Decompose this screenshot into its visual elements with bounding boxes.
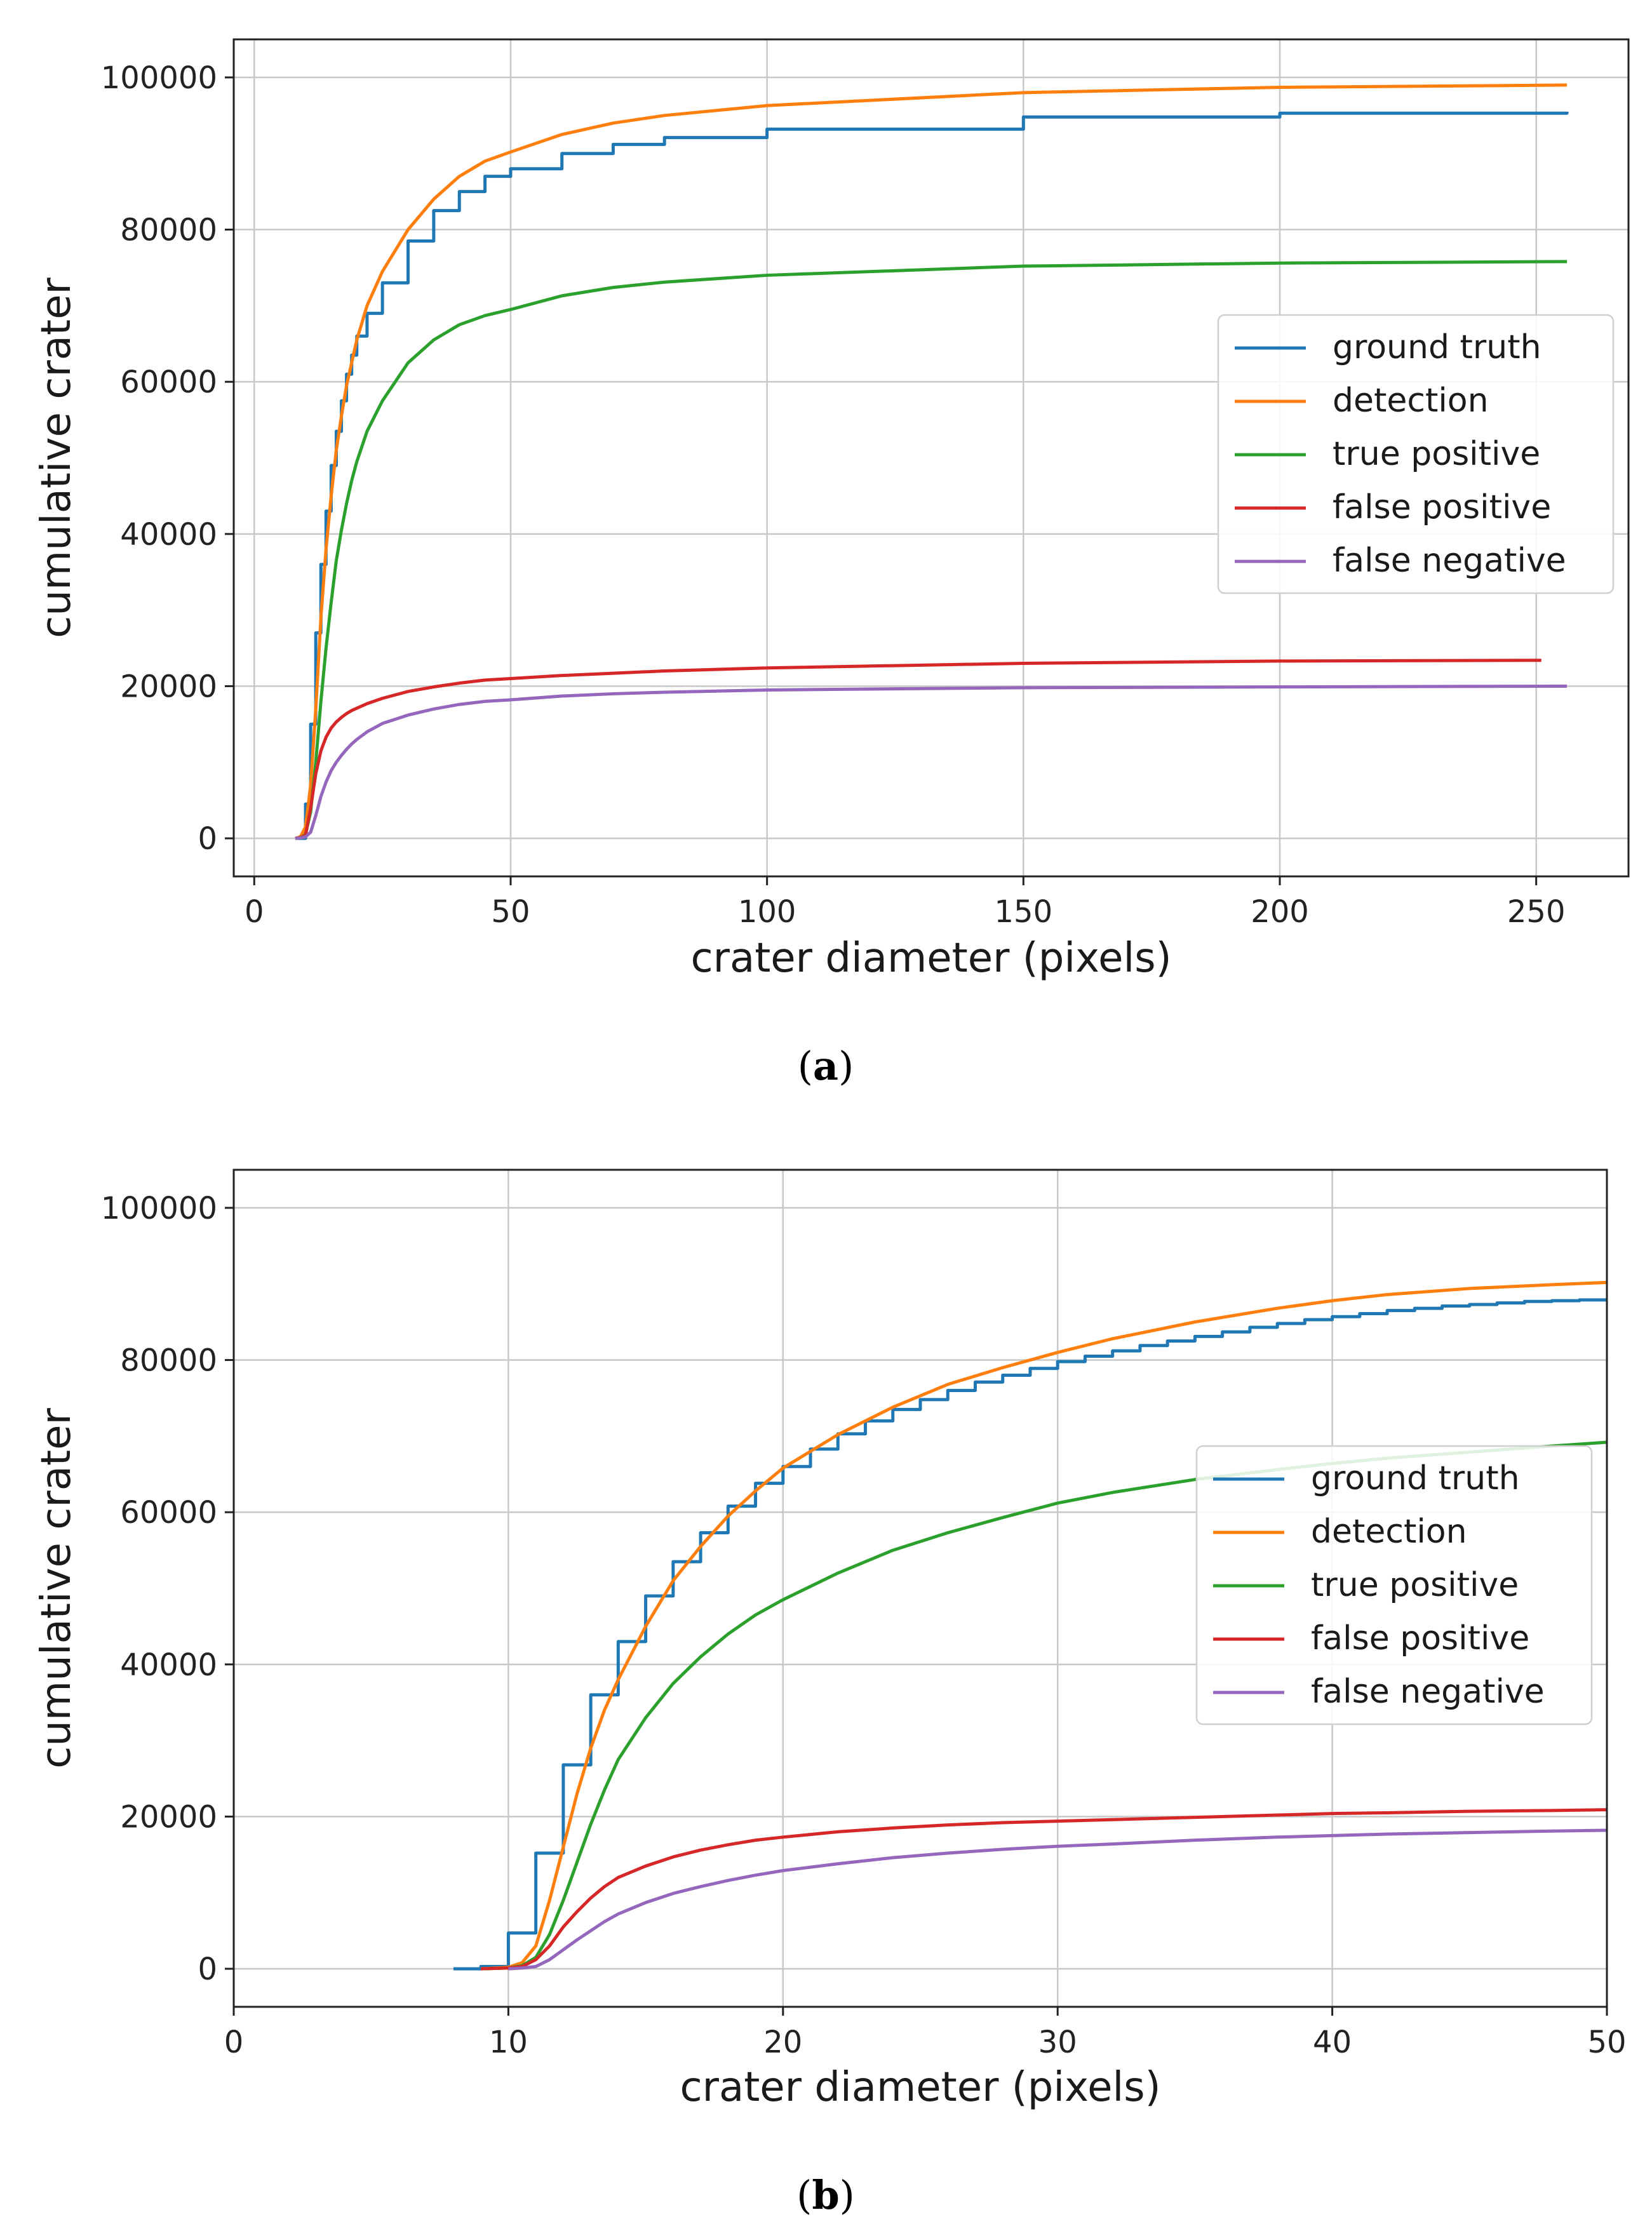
chart-b-ticks: 0 10 20 30 40 50 0 20000 40000 60000 80000 100000 <box>101 1191 1627 2060</box>
chart-a-ticks: 0 50 100 150 200 250 0 20000 40000 60000 80000 1000… <box>101 60 1566 930</box>
chart-b-series-false-positive <box>481 1808 1607 1971</box>
chart-a-series-detection <box>295 83 1568 840</box>
chart-b-y-tick-label: 60000 <box>120 1495 217 1531</box>
chart-b-x-tick-label: 10 <box>489 2025 528 2060</box>
chart-b-x-tick-label: 50 <box>1587 2025 1626 2060</box>
chart-a-x-tick-label: 250 <box>1507 894 1566 930</box>
chart-a-legend-ground-truth-label: ground truth <box>1333 328 1541 366</box>
chart-b-x-tick-label: 30 <box>1038 2025 1077 2060</box>
chart-b-legend: ground truth detection true positive false … <box>1195 1445 1593 1725</box>
chart-a-series <box>295 83 1569 840</box>
chart-a-legend-box <box>1217 314 1615 594</box>
chart-a-y-tick-label: 80000 <box>120 213 217 248</box>
chart-a-series-false-negative <box>295 684 1568 840</box>
chart-b-caption-letter: b <box>812 2172 839 2218</box>
chart-b-x-tick-label: 40 <box>1313 2025 1352 2060</box>
chart-a-legend-false-positive-label: false positive <box>1333 488 1551 526</box>
chart-a-y-tick-label: 40000 <box>120 517 217 553</box>
chart-a-legend-false-negative-label: false negative <box>1333 542 1566 580</box>
chart-b-series-false-negative <box>508 1828 1607 1971</box>
chart-b-legend-false-negative-label: false negative <box>1311 1673 1545 1711</box>
chart-a-series-true-positive <box>295 260 1568 840</box>
chart-a-legend: ground truth detection true positive false … <box>1217 314 1615 594</box>
chart-a-y-tick-label: 100000 <box>101 60 217 96</box>
chart-a-x-axis-label: crater diameter (pixels) <box>690 935 1171 982</box>
chart-b-plot-frame <box>232 1169 1608 2008</box>
chart-b-legend-ground-truth-label: ground truth <box>1311 1459 1520 1497</box>
chart-b-y-tick-label: 80000 <box>120 1343 217 1379</box>
chart-a-y-tick-label: 60000 <box>120 365 217 400</box>
chart-a-x-tick-label: 50 <box>491 894 530 930</box>
chart-a-series-false-positive <box>295 659 1541 840</box>
chart-b-x-axis-label: crater diameter (pixels) <box>680 2064 1160 2111</box>
chart-b-series-ground-truth <box>453 1298 1607 1971</box>
chart-b-x-tick-label: 20 <box>763 2025 802 2060</box>
chart-a-caption-letter: a <box>813 1043 838 1089</box>
chart-a-x-tick-label: 0 <box>245 894 264 930</box>
chart-b-y-tick-label: 100000 <box>101 1191 217 1226</box>
chart-a-y-tick-label: 0 <box>198 821 217 857</box>
chart-a-x-tick-label: 100 <box>738 894 796 930</box>
chart-b-x-tick-label: 0 <box>224 2025 244 2060</box>
chart-b-y-tick-label: 20000 <box>120 1799 217 1835</box>
chart-a-x-tick-label: 150 <box>995 894 1053 930</box>
chart-a-legend-true-positive-label: true positive <box>1333 435 1540 473</box>
chart-a-plot-frame <box>232 38 1630 878</box>
chart-a-caption: (a) <box>798 1043 854 1089</box>
chart-a: 0 50 100 150 200 250 0 20000 40000 60000 80000 1000… <box>33 38 1630 1089</box>
chart-b-series-detection <box>481 1280 1607 1971</box>
chart-b-legend-false-positive-label: false positive <box>1311 1619 1529 1658</box>
chart-b-legend-detection-label: detection <box>1311 1513 1467 1551</box>
chart-a-x-tick-label: 200 <box>1251 894 1309 930</box>
chart-a-legend-detection-label: detection <box>1333 382 1489 420</box>
chart-a-y-axis-label: cumulative crater <box>33 278 80 638</box>
chart-a-series-ground-truth <box>295 111 1569 840</box>
chart-b-y-tick-label: 40000 <box>120 1647 217 1683</box>
chart-b: 0 10 20 30 40 50 0 20000 40000 60000 80000 100000 c… <box>33 1169 1627 2218</box>
chart-b-legend-box <box>1195 1445 1593 1725</box>
chart-b-legend-true-positive-label: true positive <box>1311 1566 1519 1604</box>
chart-b-caption: (b) <box>796 2172 855 2218</box>
chart-b-y-tick-label: 0 <box>198 1952 217 1987</box>
chart-a-y-tick-label: 20000 <box>120 669 217 704</box>
chart-b-y-axis-label: cumulative crater <box>33 1408 80 1769</box>
